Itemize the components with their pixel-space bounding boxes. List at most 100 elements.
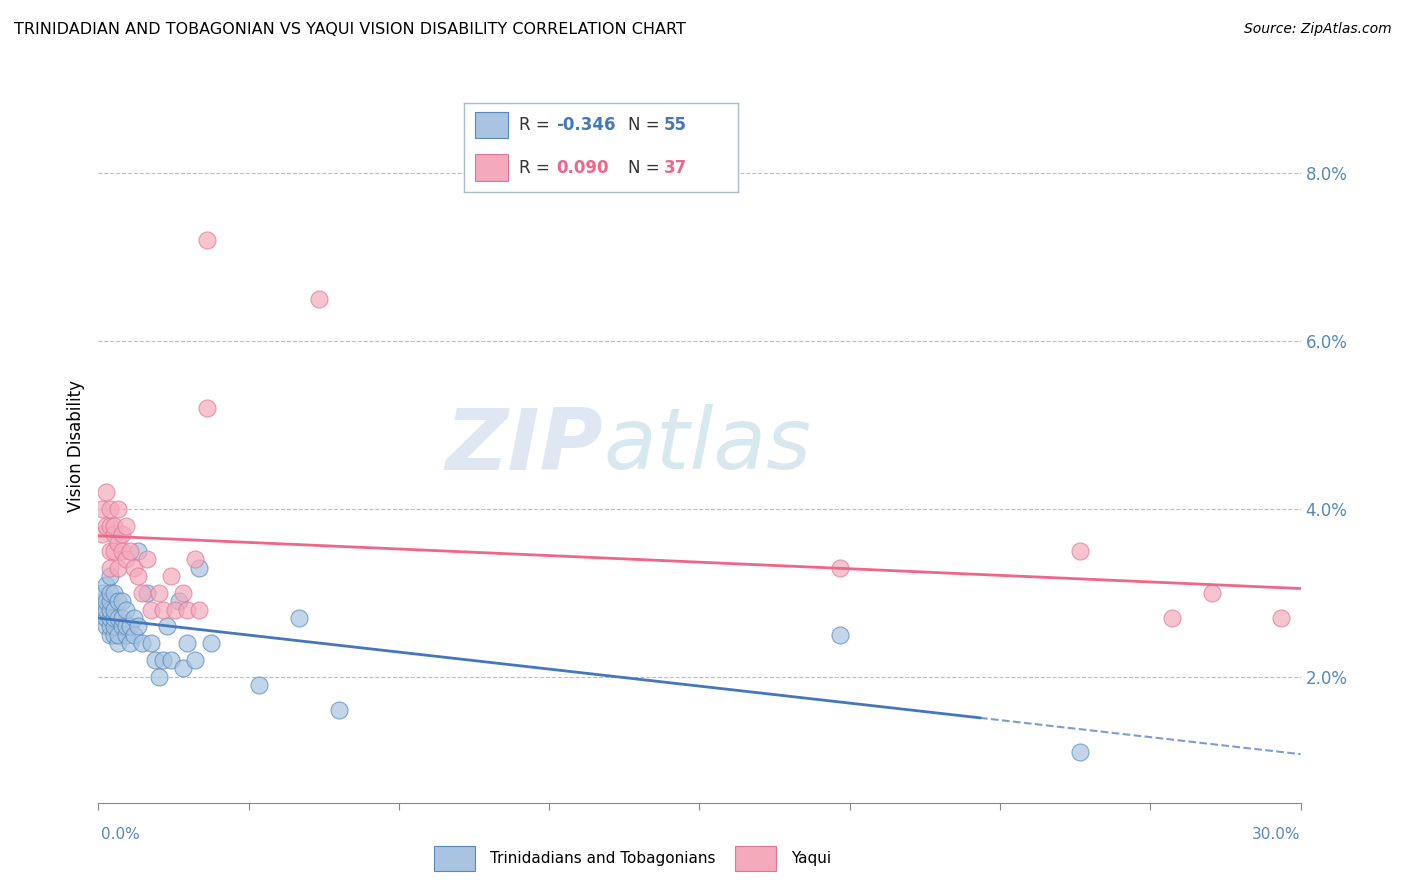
Point (91, 527, 114, 541)
Point (155, 619, 177, 633)
Text: N =: N = (628, 116, 665, 135)
Point (91, 603, 114, 617)
Point (176, 636, 198, 650)
Point (328, 703, 350, 717)
Point (195, 401, 218, 416)
Text: N =: N = (628, 159, 665, 178)
Point (103, 603, 125, 617)
Point (139, 603, 162, 617)
Point (152, 653, 174, 667)
Point (1201, 586, 1223, 600)
Point (103, 527, 125, 541)
Point (111, 594, 134, 608)
Point (167, 594, 190, 608)
Point (100, 569, 122, 583)
Point (96, 577, 118, 591)
Text: R =: R = (519, 159, 560, 178)
Point (107, 502, 129, 516)
Point (115, 603, 138, 617)
Point (100, 594, 122, 608)
Text: TRINIDADIAN AND TOBAGONIAN VS YAQUI VISION DISABILITY CORRELATION CHART: TRINIDADIAN AND TOBAGONIAN VS YAQUI VISI… (14, 22, 686, 37)
Bar (433, 847, 475, 871)
Point (91, 502, 114, 516)
Point (96, 619, 118, 633)
Point (143, 653, 166, 667)
Point (103, 619, 125, 633)
Point (115, 628, 138, 642)
Point (96, 485, 118, 500)
Point (131, 636, 153, 650)
Bar (475, 112, 508, 138)
Point (152, 603, 174, 617)
Point (96, 603, 118, 617)
Point (183, 653, 205, 667)
Point (100, 611, 122, 625)
Point (159, 653, 181, 667)
Point (100, 586, 122, 600)
Point (111, 544, 134, 558)
Point (96, 611, 118, 625)
Text: 55: 55 (664, 116, 688, 135)
Point (187, 560, 209, 574)
Point (96, 594, 118, 608)
Point (247, 678, 270, 692)
Point (100, 560, 122, 574)
Point (100, 518, 122, 533)
Point (148, 670, 170, 684)
Point (100, 628, 122, 642)
Point (131, 586, 153, 600)
Point (128, 569, 150, 583)
Point (103, 544, 125, 558)
Point (107, 594, 129, 608)
Point (135, 586, 157, 600)
Point (200, 636, 222, 650)
Point (1270, 611, 1292, 625)
Point (124, 611, 146, 625)
Point (828, 628, 851, 642)
Text: 0.0%: 0.0% (101, 827, 141, 841)
Point (103, 586, 125, 600)
Point (120, 619, 142, 633)
Text: 37: 37 (664, 159, 688, 178)
Y-axis label: Vision Disability: Vision Disability (66, 380, 84, 512)
Point (103, 518, 125, 533)
Point (120, 636, 142, 650)
Point (120, 544, 142, 558)
Text: -0.346: -0.346 (555, 116, 616, 135)
Text: ZIP: ZIP (446, 404, 603, 488)
Point (107, 611, 129, 625)
Point (159, 569, 181, 583)
Point (111, 619, 134, 633)
Point (195, 233, 218, 247)
Point (100, 544, 122, 558)
Point (107, 560, 129, 574)
Point (183, 552, 205, 566)
Point (111, 611, 134, 625)
Point (1161, 611, 1184, 625)
Point (176, 603, 198, 617)
Point (115, 619, 138, 633)
Point (91, 586, 114, 600)
Point (163, 603, 186, 617)
Text: atlas: atlas (603, 404, 811, 488)
Point (172, 586, 194, 600)
Point (107, 636, 129, 650)
Point (103, 628, 125, 642)
Text: Source: ZipAtlas.com: Source: ZipAtlas.com (1244, 22, 1392, 37)
Bar (735, 847, 776, 871)
Point (1069, 746, 1091, 760)
Point (828, 560, 851, 574)
Point (172, 661, 194, 675)
Point (135, 552, 157, 566)
Point (288, 611, 311, 625)
Point (128, 619, 150, 633)
Bar (475, 154, 508, 181)
Text: 30.0%: 30.0% (1253, 827, 1301, 841)
Text: R =: R = (519, 116, 555, 135)
Text: Yaqui: Yaqui (790, 851, 831, 866)
Point (115, 552, 138, 566)
Point (187, 603, 209, 617)
Point (115, 518, 138, 533)
Point (100, 603, 122, 617)
Point (100, 619, 122, 633)
